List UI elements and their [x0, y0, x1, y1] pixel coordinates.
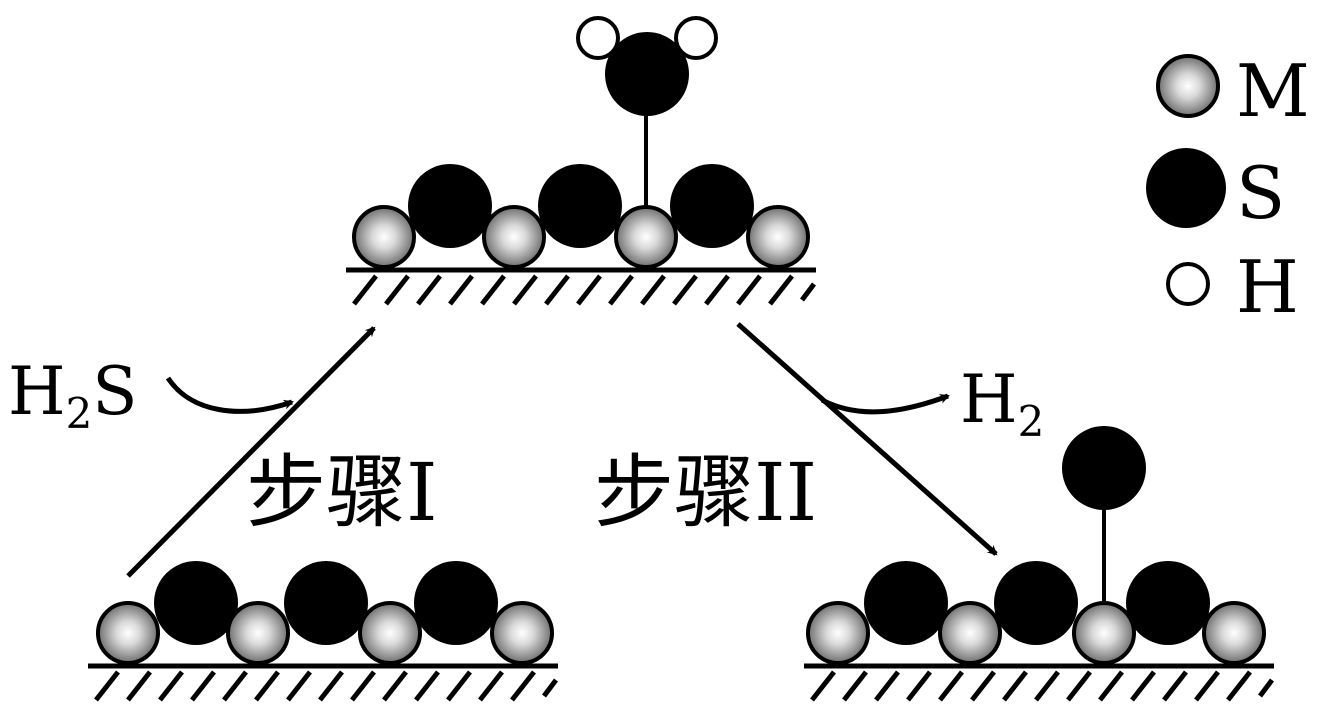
- product-label: H2: [960, 361, 1044, 446]
- metal-atom: [746, 205, 810, 269]
- sulfur-atom: [284, 561, 368, 645]
- surface-hatching: [810, 670, 1274, 702]
- hydrogen-atom: [674, 16, 718, 60]
- legend-label-s: S: [1236, 151, 1285, 235]
- legend-hydrogen-icon: [1166, 262, 1210, 306]
- metal-atom: [352, 205, 416, 269]
- surface-hatching: [352, 274, 816, 306]
- step1-label: 步骤I: [246, 446, 438, 539]
- legend: M S H: [1146, 49, 1310, 329]
- legend-sulfur-icon: [1146, 148, 1226, 228]
- sulfur-atom: [408, 164, 492, 248]
- metal-atom: [938, 601, 1002, 665]
- sulfur-atom: [670, 164, 754, 248]
- step2-arrow: [736, 322, 998, 556]
- metal-atom: [806, 601, 870, 665]
- adsorbed-sulfur-atom: [1062, 426, 1146, 510]
- surface-final: [804, 426, 1274, 702]
- metal-atom: [1072, 601, 1136, 665]
- h2-outflow-arrow: [820, 393, 950, 415]
- sulfur-atom: [994, 561, 1078, 645]
- adsorbed-sulfur-atom: [605, 32, 689, 116]
- metal-atom: [614, 205, 678, 269]
- reactant-label: H2S: [8, 353, 138, 438]
- legend-label-m: M: [1236, 49, 1310, 133]
- surface-intermediate: [346, 16, 816, 306]
- step1-arrow: [126, 326, 376, 578]
- sulfur-atom: [414, 561, 498, 645]
- step2-label: 步骤II: [594, 446, 817, 539]
- sulfur-atom: [538, 164, 622, 248]
- metal-atom: [1202, 601, 1266, 665]
- metal-atom: [358, 601, 422, 665]
- legend-metal-icon: [1156, 54, 1220, 118]
- h2s-inflow-arrow: [165, 376, 294, 414]
- hydrogen-atom: [576, 16, 620, 60]
- sulfur-atom: [154, 561, 238, 645]
- surface-initial: [88, 561, 558, 702]
- metal-atom: [226, 601, 290, 665]
- metal-atom: [490, 601, 554, 665]
- sulfur-atom: [1126, 561, 1210, 645]
- sulfur-atom: [864, 561, 948, 645]
- metal-atom: [96, 601, 160, 665]
- legend-label-h: H: [1236, 245, 1299, 329]
- metal-atom: [482, 205, 546, 269]
- surface-hatching: [94, 670, 558, 702]
